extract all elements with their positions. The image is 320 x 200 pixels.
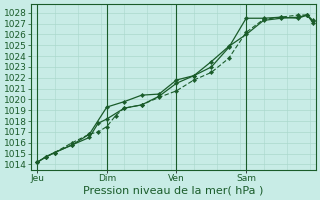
X-axis label: Pression niveau de la mer( hPa ): Pression niveau de la mer( hPa ) [84, 186, 264, 196]
